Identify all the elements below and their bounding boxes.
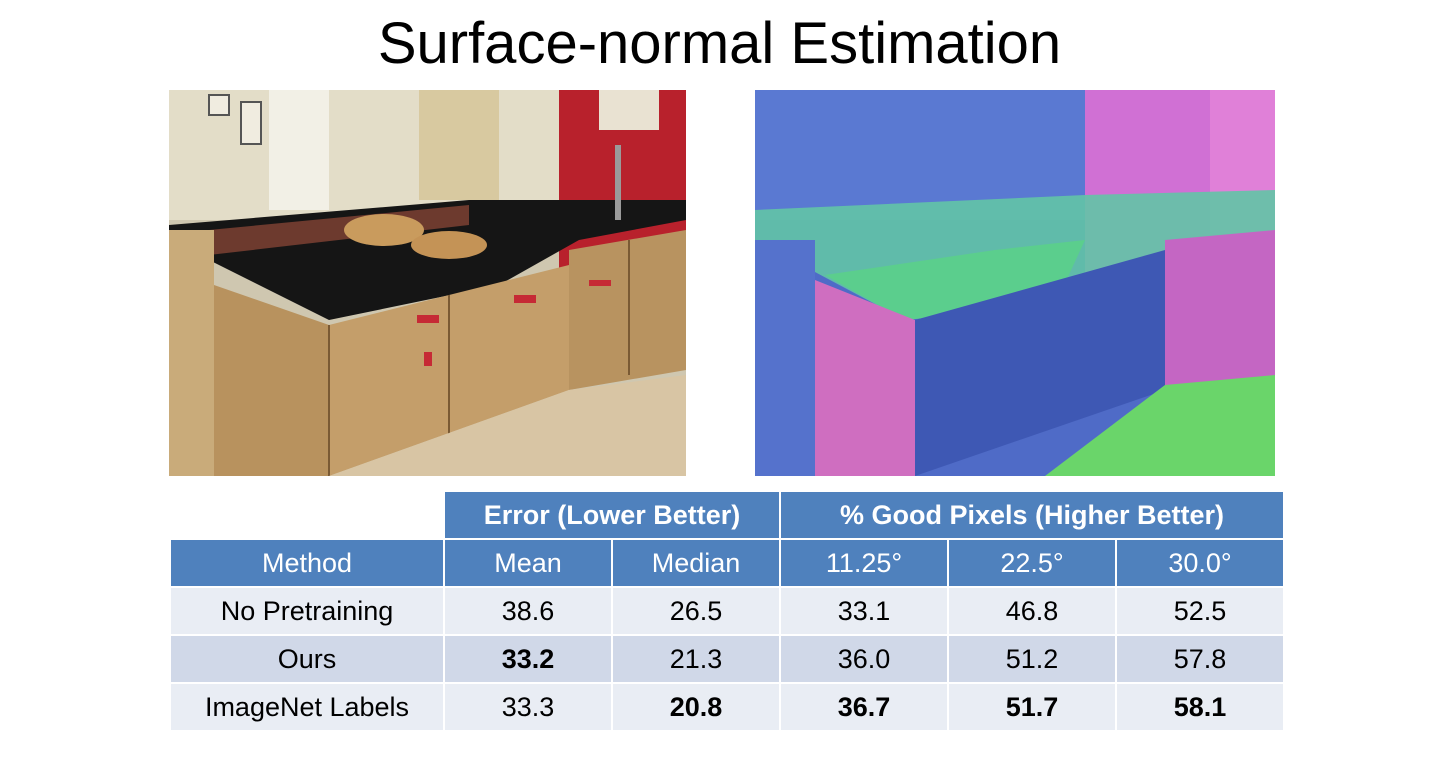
group-header-row: Error (Lower Better) % Good Pixels (High… bbox=[171, 492, 1284, 538]
slide-title: Surface-normal Estimation bbox=[377, 11, 1062, 76]
column-header-mean: Mean bbox=[445, 540, 611, 586]
method-name: No Pretraining bbox=[171, 588, 443, 634]
value-cell: 57.8 bbox=[1117, 636, 1284, 682]
rgb-kitchen-photo bbox=[169, 90, 686, 476]
column-header-median: Median bbox=[613, 540, 780, 586]
value-cell: 20.8 bbox=[613, 684, 780, 730]
error-group-header: Error (Lower Better) bbox=[445, 492, 780, 538]
value-cell: 36.7 bbox=[781, 684, 948, 730]
value-cell: 51.7 bbox=[949, 684, 1116, 730]
column-header-row: Method Mean Median 11.25° 22.5° 30.0° bbox=[171, 540, 1284, 586]
value-cell: 26.5 bbox=[613, 588, 780, 634]
method-name: Ours bbox=[171, 636, 443, 682]
empty-corner-cell bbox=[171, 492, 443, 538]
column-header-11-25: 11.25° bbox=[781, 540, 948, 586]
value-cell: 33.3 bbox=[445, 684, 611, 730]
table-row: No Pretraining 38.6 26.5 33.1 46.8 52.5 bbox=[171, 588, 1284, 634]
surface-normal-prediction bbox=[755, 90, 1275, 476]
good-pixels-group-header: % Good Pixels (Higher Better) bbox=[781, 492, 1284, 538]
column-header-30-0: 30.0° bbox=[1117, 540, 1284, 586]
value-cell: 38.6 bbox=[445, 588, 611, 634]
column-header-22-5: 22.5° bbox=[949, 540, 1116, 586]
value-cell: 21.3 bbox=[613, 636, 780, 682]
value-cell: 33.1 bbox=[781, 588, 948, 634]
value-cell: 46.8 bbox=[949, 588, 1116, 634]
column-header-method: Method bbox=[171, 540, 443, 586]
value-cell: 33.2 bbox=[445, 636, 611, 682]
results-table: Error (Lower Better) % Good Pixels (High… bbox=[169, 490, 1285, 732]
method-name: ImageNet Labels bbox=[171, 684, 443, 730]
table-row: Ours 33.2 21.3 36.0 51.2 57.8 bbox=[171, 636, 1284, 682]
value-cell: 51.2 bbox=[949, 636, 1116, 682]
table-row: ImageNet Labels 33.3 20.8 36.7 51.7 58.1 bbox=[171, 684, 1284, 730]
value-cell: 36.0 bbox=[781, 636, 948, 682]
value-cell: 58.1 bbox=[1117, 684, 1284, 730]
value-cell: 52.5 bbox=[1117, 588, 1284, 634]
